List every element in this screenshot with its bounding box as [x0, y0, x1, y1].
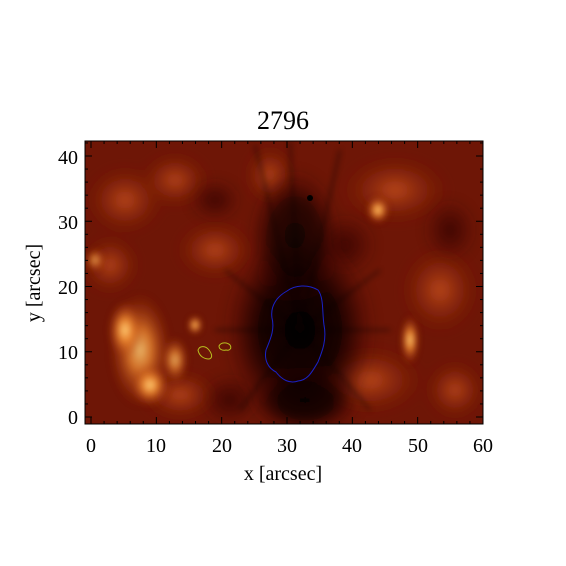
x-tick-label: 0 [86, 435, 96, 457]
y-tick-label: 30 [58, 212, 78, 234]
plage-contour-left [197, 346, 213, 360]
x-axis-label: x [arcsec] [244, 463, 322, 485]
y-axis: 0 10 20 30 40 [58, 147, 78, 429]
x-tick-label: 50 [408, 435, 428, 457]
plage-contour-right [218, 342, 232, 351]
y-tick-label: 20 [58, 277, 78, 299]
y-tick-label: 10 [58, 342, 78, 364]
x-tick-label: 10 [146, 435, 166, 457]
y-axis-label: y [arcsec] [23, 244, 45, 322]
axis-ticks [85, 141, 484, 424]
plot-title: 2796 [257, 106, 309, 135]
umbra-contour [265, 285, 326, 383]
x-tick-label: 30 [277, 435, 297, 457]
y-tick-label: 0 [68, 407, 78, 429]
solar-intensity-image [85, 141, 483, 424]
x-tick-label: 60 [473, 435, 493, 457]
x-axis: 0 10 20 30 40 50 60 [86, 435, 493, 457]
x-tick-label: 40 [342, 435, 362, 457]
plot-frame [84, 140, 484, 425]
y-tick-label: 40 [58, 147, 78, 169]
x-tick-label: 20 [212, 435, 232, 457]
